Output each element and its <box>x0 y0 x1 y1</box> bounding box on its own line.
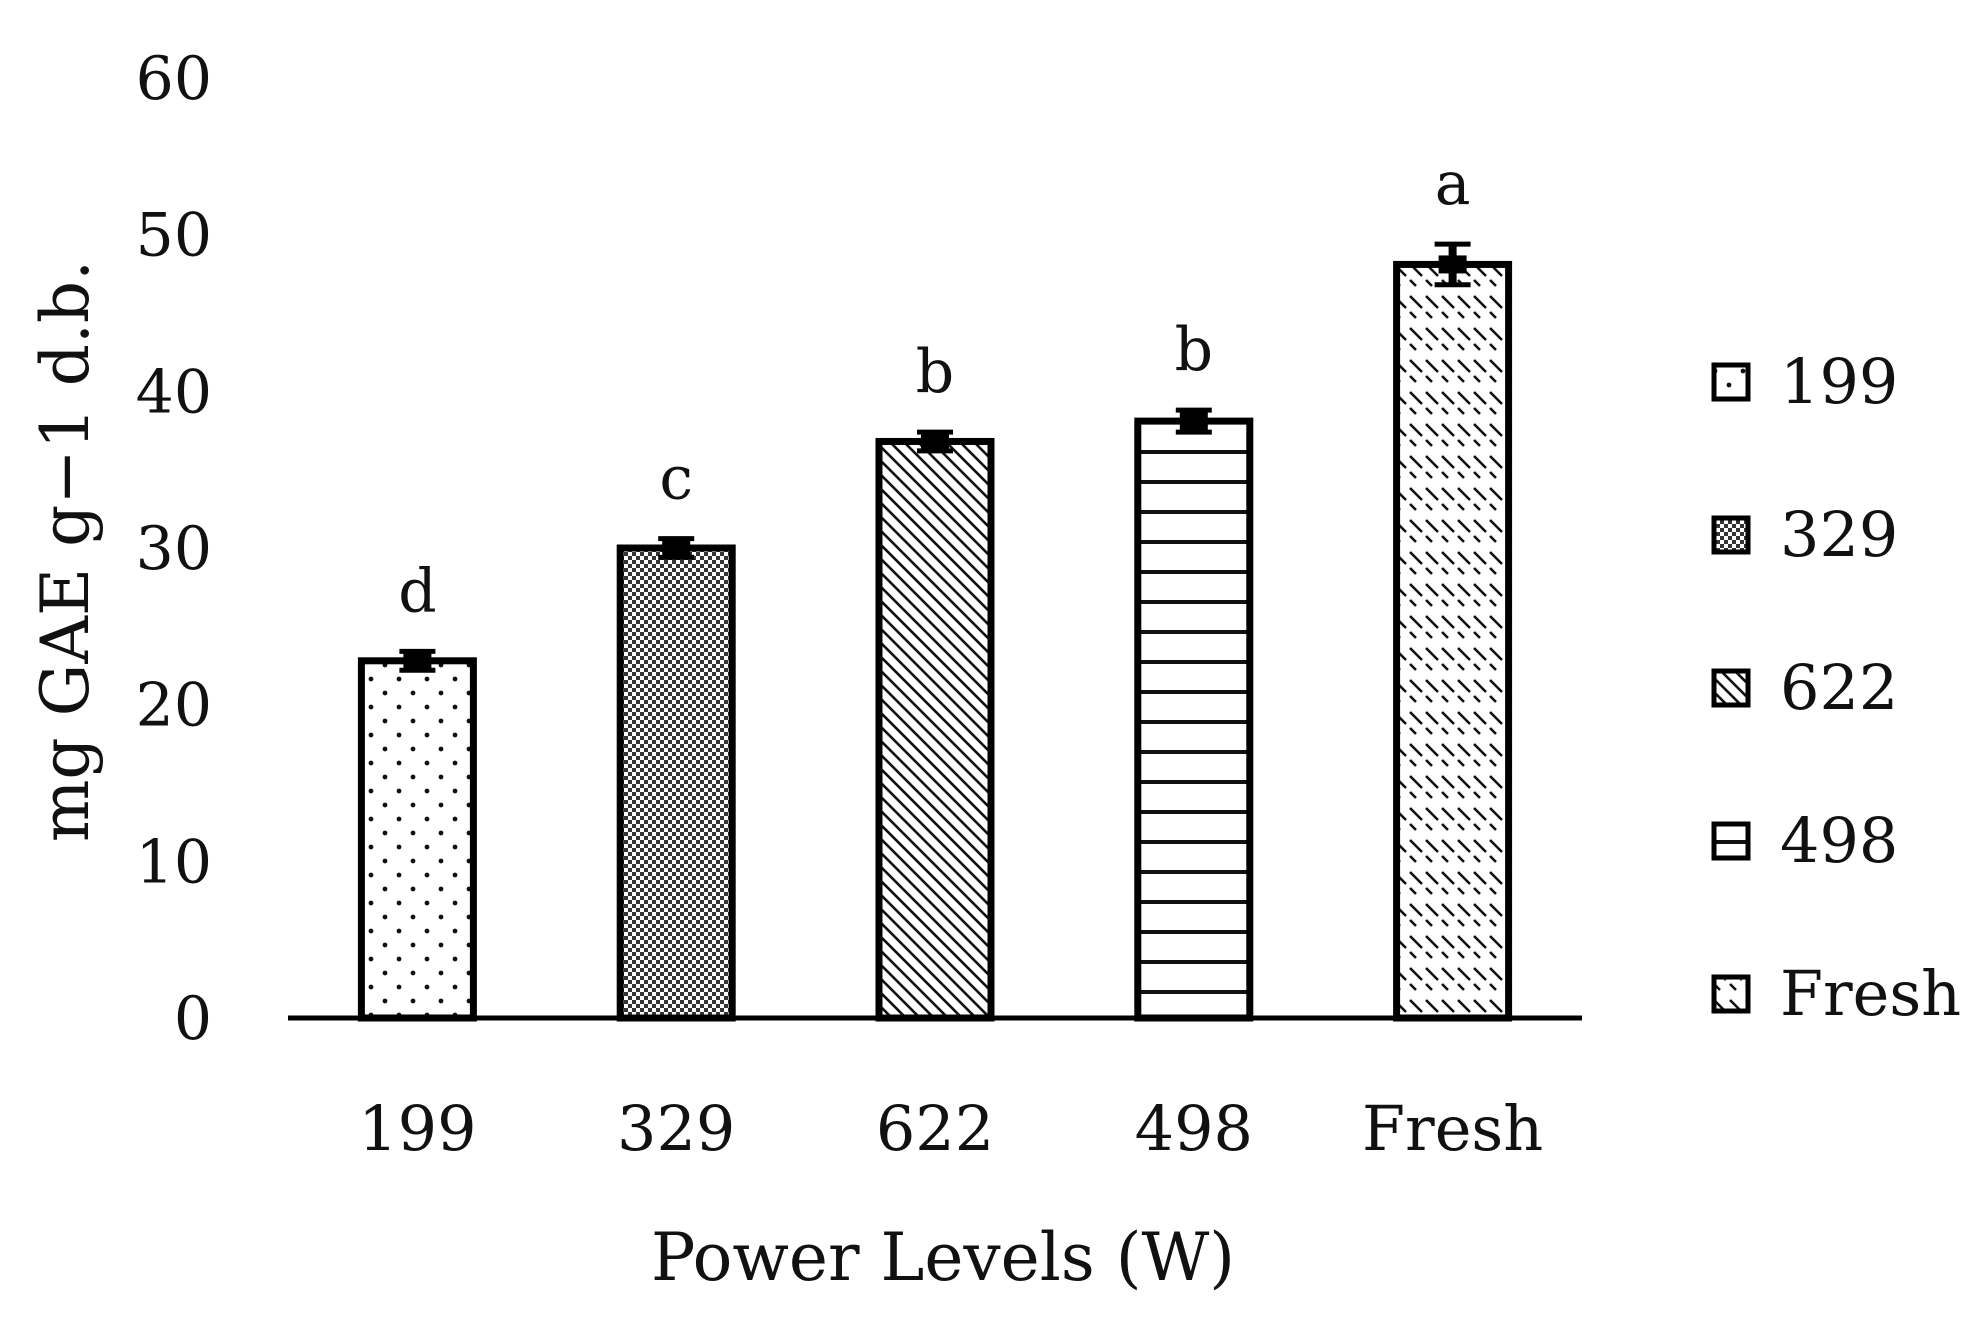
significance-label: c <box>659 444 693 514</box>
legend-item: 199 <box>1711 345 1898 418</box>
bar-fresh <box>1393 260 1513 1022</box>
y-tick-label: 20 <box>136 671 212 741</box>
y-tick-label: 0 <box>174 984 212 1054</box>
legend-label: Fresh <box>1780 957 1961 1030</box>
legend-swatch <box>1711 515 1751 555</box>
bar-329 <box>616 544 736 1022</box>
legend-swatch <box>1711 821 1751 861</box>
x-axis-title: Power Levels (W) <box>651 1219 1235 1296</box>
error-bar <box>917 429 953 454</box>
y-tick-label: 60 <box>136 44 212 114</box>
significance-label: a <box>1435 149 1471 219</box>
legend-item: 498 <box>1711 804 1898 877</box>
legend-label: 329 <box>1780 498 1898 571</box>
error-bar <box>1434 241 1471 288</box>
y-tick-label: 10 <box>136 827 212 897</box>
x-tick-label: 199 <box>358 1092 476 1165</box>
significance-label: d <box>398 556 436 626</box>
x-tick-label: 498 <box>1135 1092 1253 1165</box>
significance-label: b <box>1175 315 1213 385</box>
legend-item: Fresh <box>1711 957 1961 1030</box>
y-tick-label: 30 <box>136 514 212 584</box>
legend-item: 329 <box>1711 498 1898 571</box>
y-tick-label: 40 <box>136 357 212 427</box>
legend: 199 329 622 498 Fresh <box>1711 345 1961 1030</box>
legend-label: 199 <box>1780 345 1898 418</box>
error-bar <box>658 536 695 560</box>
legend-item: 622 <box>1711 651 1898 724</box>
x-tick-label: Fresh <box>1362 1092 1543 1165</box>
legend-swatch <box>1711 362 1751 402</box>
legend-label: 622 <box>1780 651 1898 724</box>
significance-label: b <box>916 337 954 407</box>
bar-199 <box>357 657 477 1022</box>
error-bar <box>1175 407 1212 435</box>
x-tick-label: 329 <box>617 1092 735 1165</box>
y-tick-label: 50 <box>136 201 212 271</box>
error-bar <box>399 648 436 673</box>
bar-622 <box>875 437 995 1022</box>
y-axis-title: mg GAE g−1 d.b. <box>27 260 104 842</box>
bar-498 <box>1134 417 1254 1022</box>
legend-label: 498 <box>1780 804 1898 877</box>
legend-swatch <box>1711 974 1751 1014</box>
x-tick-label: 622 <box>876 1092 994 1165</box>
legend-swatch <box>1711 668 1751 708</box>
